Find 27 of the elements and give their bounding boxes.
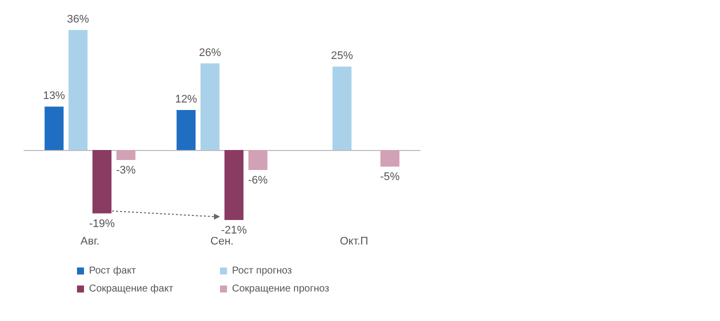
data-label: -3% <box>116 164 136 176</box>
data-label: -6% <box>248 174 268 186</box>
bar <box>332 66 352 150</box>
bar <box>380 150 400 167</box>
bar <box>200 63 220 150</box>
bar <box>44 106 64 150</box>
data-label: -5% <box>380 171 400 184</box>
legend-label: Сокращение прогноз <box>232 284 330 294</box>
legend-label: Рост факт <box>89 266 136 276</box>
x-tick-label: Окт.П <box>340 236 368 248</box>
x-tick-label: Сен. <box>210 236 234 248</box>
legend-label: Сокращение факт <box>89 284 174 294</box>
x-tick-label: Авг. <box>80 236 100 248</box>
data-label: 13% <box>43 90 66 102</box>
data-label: 36% <box>67 14 90 26</box>
bar <box>248 150 268 170</box>
bar <box>224 150 244 220</box>
data-label: 26% <box>199 46 222 59</box>
bar <box>68 30 88 150</box>
bar <box>92 150 112 214</box>
bar <box>176 110 196 150</box>
data-label: -19% <box>89 218 116 230</box>
data-label: 12% <box>175 94 198 106</box>
data-label: -21% <box>221 224 248 236</box>
legend-label: Рост прогноз <box>232 266 292 276</box>
data-label: 25% <box>331 50 354 62</box>
bar <box>116 150 136 160</box>
